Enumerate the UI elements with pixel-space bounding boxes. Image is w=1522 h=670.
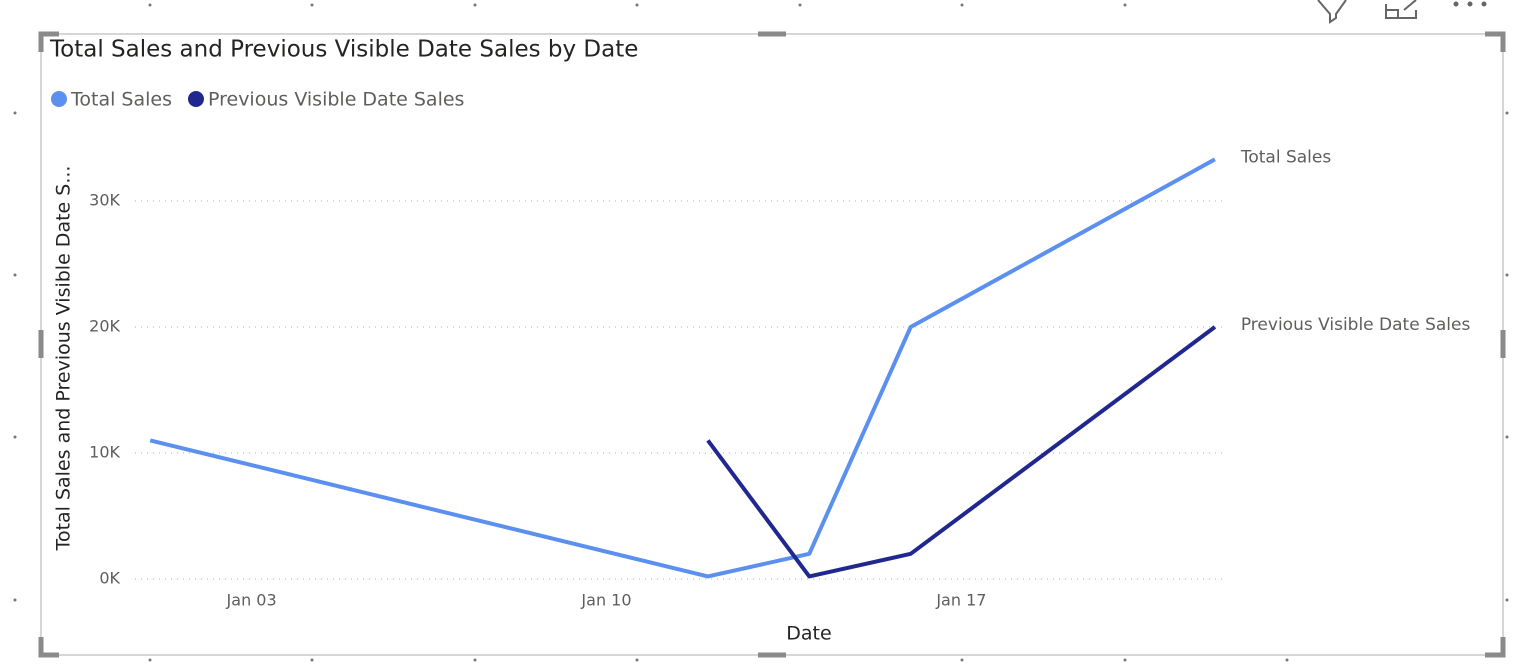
page-dots [13, 3, 1509, 662]
legend-label: Previous Visible Date Sales [208, 89, 464, 111]
legend-marker [187, 91, 204, 107]
x-axis-title: Date [786, 623, 831, 645]
y-tick-label: 20K [89, 317, 120, 336]
y-axis-title: Total Sales and Previous Visible Date S.… [53, 166, 75, 552]
chart-title: Total Sales and Previous Visible Date Sa… [49, 37, 638, 63]
series-line [149, 157, 1216, 579]
legend-marker [51, 91, 67, 107]
x-tick-label: Jan 17 [935, 591, 986, 610]
series-line [706, 325, 1217, 579]
visual-header-icons[interactable] [1317, 0, 1487, 24]
legend-label: Total Sales [70, 89, 172, 111]
series-end-label: Previous Visible Date Sales [1241, 315, 1471, 335]
resize-handles[interactable] [38, 31, 1506, 658]
y-tick-label: 30K [89, 191, 120, 210]
x-tick-label: Jan 10 [580, 591, 631, 610]
y-tick-label: 0K [99, 569, 120, 588]
y-tick-label: 10K [89, 443, 120, 462]
series-end-label: Total Sales [1240, 147, 1331, 167]
x-tick-label: Jan 03 [226, 591, 277, 610]
